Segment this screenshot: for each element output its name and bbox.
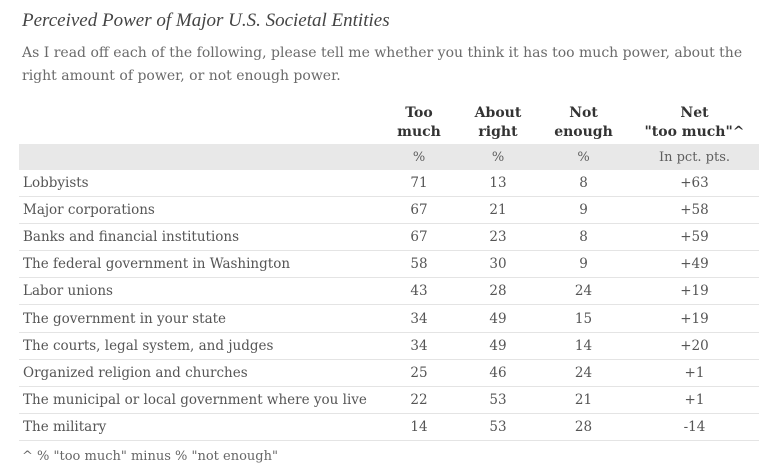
header-net-too-much: Net "too much"^	[644, 105, 745, 140]
too-much-value: 25	[379, 359, 459, 387]
table-row: Organized religion and churches 25 46 24…	[19, 359, 759, 387]
about-right-value: 46	[459, 359, 537, 387]
about-right-value: 21	[459, 196, 537, 225]
too-much-value: 58	[379, 250, 459, 279]
not-enough-value: 14	[537, 332, 630, 360]
net-value: +59	[630, 223, 759, 252]
units-entity-cell	[19, 144, 379, 170]
not-enough-value: 15	[537, 304, 630, 333]
entity-label: The municipal or local government where …	[19, 386, 379, 414]
header-row: Too much About right Not enough Net "too muc…	[19, 100, 759, 144]
too-much-value: 34	[379, 332, 459, 360]
not-enough-value: 8	[537, 170, 630, 198]
footnote: ^ % "too much" minus % "not enough"	[22, 449, 278, 464]
about-right-value: 23	[459, 223, 537, 252]
page-title: Perceived Power of Major U.S. Societal E…	[22, 10, 390, 31]
table-row: The government in your state 34 49 15 +1…	[19, 304, 759, 333]
about-right-value: 13	[459, 170, 537, 198]
net-value: +1	[630, 386, 759, 414]
net-value: +63	[630, 170, 759, 198]
net-value: +49	[630, 250, 759, 279]
net-value: +58	[630, 196, 759, 225]
not-enough-value: 24	[537, 359, 630, 387]
table-row: Major corporations 67 21 9 +58	[19, 196, 759, 225]
too-much-value: 67	[379, 196, 459, 225]
entity-label: The government in your state	[19, 304, 379, 333]
header-about-right: About right	[474, 105, 522, 140]
not-enough-value: 9	[537, 250, 630, 279]
entity-label: Lobbyists	[19, 170, 379, 198]
about-right-value: 53	[459, 386, 537, 414]
too-much-value: 22	[379, 386, 459, 414]
too-much-value: 34	[379, 304, 459, 333]
too-much-value: 14	[379, 413, 459, 441]
net-value: +1	[630, 359, 759, 387]
not-enough-value: 24	[537, 277, 630, 306]
not-enough-value: 21	[537, 386, 630, 414]
not-enough-value: 9	[537, 196, 630, 225]
units-row: % % % In pct. pts.	[19, 144, 759, 170]
header-entity	[19, 100, 379, 144]
units-about-right: %	[459, 144, 537, 170]
net-value: +20	[630, 332, 759, 360]
units-too-much: %	[379, 144, 459, 170]
question-text: As I read off each of the following, ple…	[22, 45, 743, 84]
header-not-enough: Not enough	[554, 105, 613, 140]
units-net: In pct. pts.	[630, 144, 759, 170]
about-right-value: 30	[459, 250, 537, 279]
entity-label: Major corporations	[19, 196, 379, 225]
about-right-value: 49	[459, 332, 537, 360]
net-value: -14	[630, 413, 759, 441]
net-value: +19	[630, 277, 759, 306]
table-row: Banks and financial institutions 67 23 8…	[19, 223, 759, 252]
table-row: The municipal or local government where …	[19, 386, 759, 414]
results-table: Too much About right Not enough Net "too muc…	[19, 100, 759, 441]
not-enough-value: 28	[537, 413, 630, 441]
entity-label: The courts, legal system, and judges	[19, 332, 379, 360]
too-much-value: 67	[379, 223, 459, 252]
table-row: The federal government in Washington 58 …	[19, 250, 759, 279]
entity-label: Banks and financial institutions	[19, 223, 379, 252]
entity-label: Organized religion and churches	[19, 359, 379, 387]
not-enough-value: 8	[537, 223, 630, 252]
table-row: Lobbyists 71 13 8 +63	[19, 170, 759, 198]
about-right-value: 28	[459, 277, 537, 306]
entity-label: The federal government in Washington	[19, 250, 379, 279]
too-much-value: 43	[379, 277, 459, 306]
about-right-value: 49	[459, 304, 537, 333]
table-row: The courts, legal system, and judges 34 …	[19, 332, 759, 360]
table-row: Labor unions 43 28 24 +19	[19, 277, 759, 306]
units-not-enough: %	[537, 144, 630, 170]
too-much-value: 71	[379, 170, 459, 198]
entity-label: The military	[19, 413, 379, 441]
about-right-value: 53	[459, 413, 537, 441]
header-too-much: Too much	[397, 105, 441, 140]
entity-label: Labor unions	[19, 277, 379, 306]
table-row: The military 14 53 28 -14	[19, 413, 759, 441]
net-value: +19	[630, 304, 759, 333]
